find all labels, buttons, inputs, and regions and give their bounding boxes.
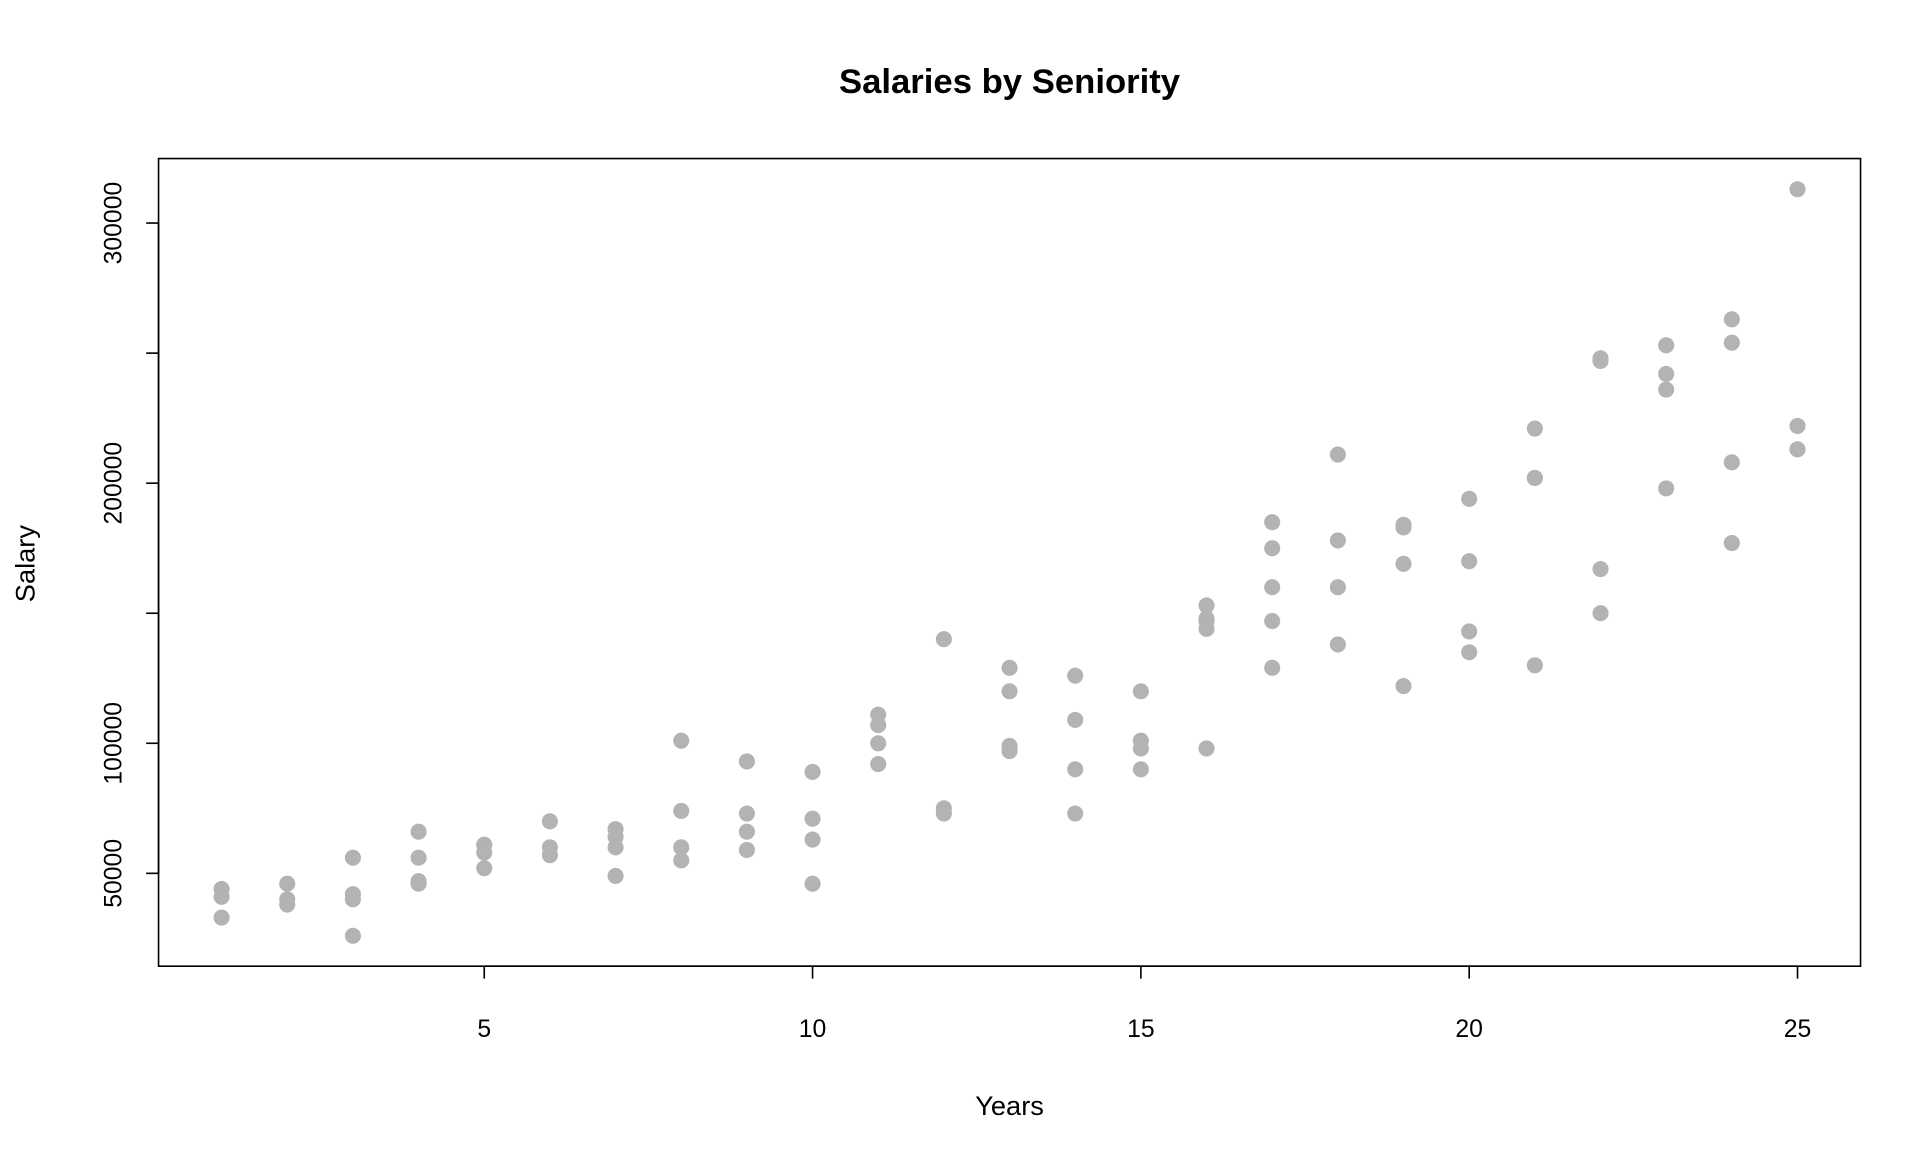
data-point [1723, 311, 1740, 328]
data-point [1067, 805, 1084, 822]
data-point [1395, 678, 1412, 695]
data-point [738, 823, 755, 840]
data-point [1789, 417, 1806, 434]
data-point [1067, 711, 1084, 728]
data-point [1658, 365, 1675, 382]
data-point [1395, 555, 1412, 572]
data-point [1132, 740, 1149, 757]
data-point [344, 849, 361, 866]
data-point [1526, 469, 1543, 487]
data-point [1461, 553, 1478, 570]
data-point [1264, 612, 1281, 630]
data-point [1329, 579, 1346, 596]
data-point [738, 753, 755, 770]
data-point [1658, 480, 1675, 497]
x-tick-label: 15 [1127, 1016, 1155, 1043]
data-point [1592, 352, 1609, 369]
data-point [541, 813, 558, 830]
data-point [1789, 181, 1806, 198]
x-tick-label: 5 [477, 1016, 491, 1043]
data-point [1198, 620, 1215, 637]
data-point [607, 867, 624, 884]
data-point [935, 805, 952, 822]
data-point [1526, 420, 1543, 437]
plot-frame [157, 157, 1862, 967]
data-point [476, 860, 493, 877]
data-point [1723, 454, 1740, 471]
data-point [1132, 683, 1149, 700]
data-points [213, 181, 1806, 944]
y-axis: 50000 100000 200000 300000 [100, 182, 160, 908]
y-tick-label: 300000 [100, 182, 127, 265]
data-point [1658, 381, 1675, 398]
data-point [607, 839, 624, 856]
data-point [213, 909, 230, 926]
data-point [410, 875, 427, 892]
data-point [1067, 667, 1084, 684]
data-point [738, 805, 755, 822]
data-point [1132, 761, 1149, 778]
data-point [1592, 605, 1609, 622]
data-point [804, 763, 821, 780]
data-point [344, 927, 361, 944]
data-point [410, 823, 427, 840]
data-point [1658, 337, 1675, 354]
data-point [673, 852, 690, 869]
x-axis: 5 10 15 20 25 [477, 965, 1812, 1043]
data-point [1001, 659, 1018, 676]
data-point [279, 896, 296, 913]
data-point [935, 631, 952, 648]
data-point [1198, 597, 1215, 614]
x-tick-label: 25 [1784, 1016, 1812, 1043]
data-point [804, 875, 821, 892]
data-point [1329, 532, 1346, 549]
data-point [870, 756, 887, 773]
chart-title: Salaries by Seniority [839, 63, 1181, 101]
data-point [870, 735, 887, 752]
data-point [1461, 623, 1478, 640]
data-point [1067, 761, 1084, 778]
data-point [1395, 519, 1412, 536]
data-point [1461, 490, 1478, 507]
data-point [1329, 636, 1346, 653]
data-point [1264, 514, 1281, 531]
data-point [1723, 534, 1740, 552]
data-point [804, 831, 821, 848]
data-point [673, 802, 690, 819]
data-point [541, 847, 558, 864]
data-point [673, 732, 690, 749]
data-point [1001, 683, 1018, 700]
data-point [1789, 441, 1806, 458]
data-point [1198, 740, 1215, 757]
y-tick-label: 200000 [100, 442, 127, 525]
data-point [1329, 446, 1346, 463]
data-point [1592, 560, 1609, 578]
data-point [870, 717, 887, 734]
data-point [1264, 659, 1281, 676]
data-point [410, 849, 427, 866]
data-point [279, 875, 296, 892]
data-point [213, 888, 230, 905]
x-tick-label: 10 [799, 1016, 827, 1043]
data-point [673, 839, 690, 856]
x-tick-label: 20 [1455, 1016, 1483, 1043]
data-point [804, 810, 821, 827]
x-axis-label: Years [975, 1090, 1044, 1121]
data-point [344, 891, 361, 908]
y-tick-label: 100000 [100, 702, 127, 785]
y-tick-label: 50000 [100, 839, 127, 908]
data-point [1461, 644, 1478, 661]
data-point [1001, 743, 1018, 760]
data-point [476, 844, 493, 861]
data-point [1723, 334, 1740, 351]
y-axis-label: Salary [10, 525, 41, 603]
data-point [1264, 540, 1281, 557]
data-point [1526, 657, 1543, 674]
data-point [1264, 579, 1281, 596]
data-point [738, 841, 755, 858]
